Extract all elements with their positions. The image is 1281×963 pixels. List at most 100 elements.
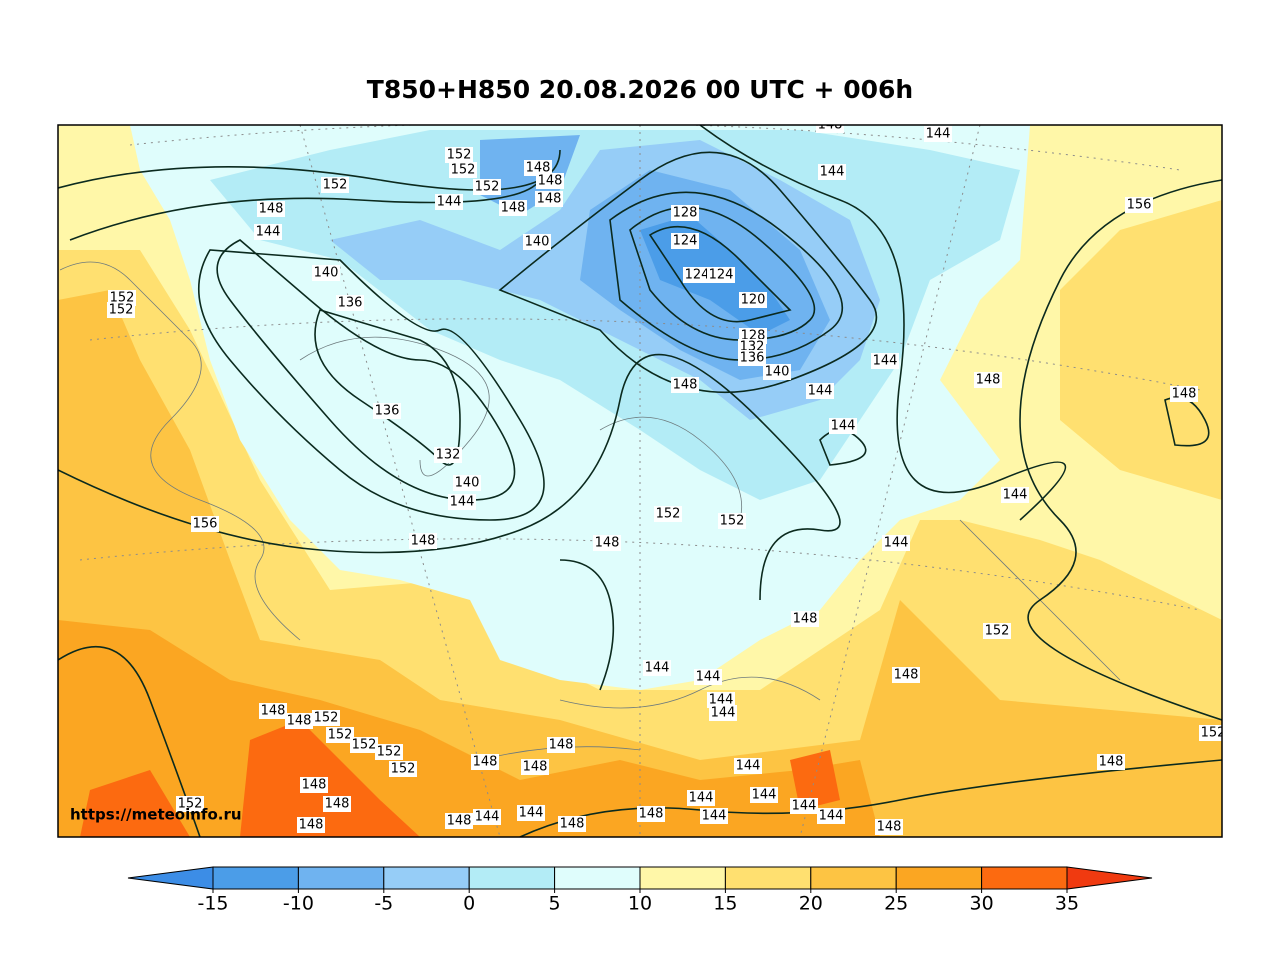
contour-line [198, 249, 545, 521]
contour-label: 148 [523, 760, 548, 775]
contour-label: 140 [765, 365, 790, 380]
contour-label: 144 [819, 809, 844, 824]
label-background [259, 703, 287, 719]
label-background [473, 179, 501, 195]
label-background [738, 350, 766, 366]
contour-label: 148 [261, 704, 286, 719]
contour-line [629, 206, 816, 341]
contour-line [58, 353, 841, 601]
contour-label: 144 [450, 495, 475, 510]
label-background [445, 813, 473, 829]
label-background [829, 418, 857, 434]
field-30-35 [80, 720, 840, 837]
label-background [1097, 754, 1125, 770]
label-background [882, 535, 910, 551]
label-background [254, 224, 282, 240]
label-background [739, 292, 767, 308]
label-background [435, 194, 463, 210]
contour-label: 144 [736, 759, 761, 774]
contour-label: 144 [645, 661, 670, 676]
label-background [312, 710, 340, 726]
label-background [434, 447, 462, 463]
label-background [983, 623, 1011, 639]
label-background [257, 201, 285, 217]
colorbar-segment [724, 866, 812, 890]
label-background [683, 267, 711, 283]
colorbar-tick-label: 20 [799, 893, 823, 915]
label-background [816, 125, 844, 133]
label-background [790, 798, 818, 814]
colorbar-tick-label: 15 [713, 893, 737, 915]
contour-label: 136 [375, 404, 400, 419]
contour-line [699, 125, 1067, 521]
contour-label: 152 [109, 303, 134, 318]
colorbar-segment [383, 866, 470, 890]
label-background [892, 667, 920, 683]
contour-label: 140 [525, 235, 550, 250]
label-background [654, 506, 682, 522]
contour-label: 148 [1099, 755, 1124, 770]
label-background [974, 372, 1002, 388]
contour-label: 144 [689, 791, 714, 806]
contour-label: 144 [808, 384, 833, 399]
contour-label: 136 [338, 296, 363, 311]
contour-label: 148 [259, 202, 284, 217]
label-background [453, 475, 481, 491]
colorbar-tick-label: 0 [463, 893, 475, 915]
label-background [471, 754, 499, 770]
label-background [687, 790, 715, 806]
contour-label: 128 [673, 206, 698, 221]
label-background [1125, 197, 1153, 213]
label-background [671, 377, 699, 393]
contour-label: 144 [926, 127, 951, 142]
contour-line [1019, 179, 1222, 721]
colorbar-tick-label: 35 [1055, 893, 1079, 915]
colorbar-tick-label: 30 [970, 893, 994, 915]
contour-label: 148 [411, 534, 436, 549]
contour-label: 120 [741, 293, 766, 308]
contour-label: 148 [447, 814, 472, 829]
contour-label: 152 [720, 514, 745, 529]
label-background [524, 160, 552, 176]
contour-label: 148 [639, 807, 664, 822]
contour-label: 152 [328, 728, 353, 743]
label-background [707, 267, 735, 283]
contour-label: 152 [391, 762, 416, 777]
contour-label: 148 [526, 161, 551, 176]
contour-label: 140 [455, 476, 480, 491]
label-background [734, 758, 762, 774]
label-background [312, 265, 340, 281]
colorbar-segment [212, 866, 299, 890]
contour-label: 144 [873, 354, 898, 369]
contour-label: 148 [894, 668, 919, 683]
map-fields: 1521481441401361521521361321401441481561… [58, 118, 1222, 837]
contour-label: 148 [595, 536, 620, 551]
contour-label: 152 [451, 163, 476, 178]
contour-label: 152 [314, 711, 339, 726]
label-background [709, 705, 737, 721]
label-background [535, 191, 563, 207]
colorbar-tick-label: 25 [884, 893, 908, 915]
contour-label: 148 [473, 755, 498, 770]
contour-label: 144 [752, 788, 777, 803]
colorbar-segment [554, 866, 641, 890]
contour-labels: 1521481441401361521521361321401441481561… [107, 118, 1222, 835]
map-title: T850+H850 20.08.2026 00 UTC + 006h [367, 75, 913, 104]
contour-label: 148 [560, 817, 585, 832]
graticule [79, 125, 1201, 837]
contour-label: 148 [818, 118, 843, 133]
label-background [694, 669, 722, 685]
label-background [521, 759, 549, 775]
contour-label: 144 [437, 195, 462, 210]
label-background [700, 808, 728, 824]
contour-label: 148 [325, 797, 350, 812]
label-background [300, 777, 328, 793]
colorbar-tick-label: -5 [374, 893, 393, 915]
label-background [817, 808, 845, 824]
contour-label: 152 [377, 745, 402, 760]
contour-label: 152 [110, 291, 135, 306]
label-background [350, 737, 378, 753]
map-frame [57, 124, 1223, 838]
label-background [536, 173, 564, 189]
